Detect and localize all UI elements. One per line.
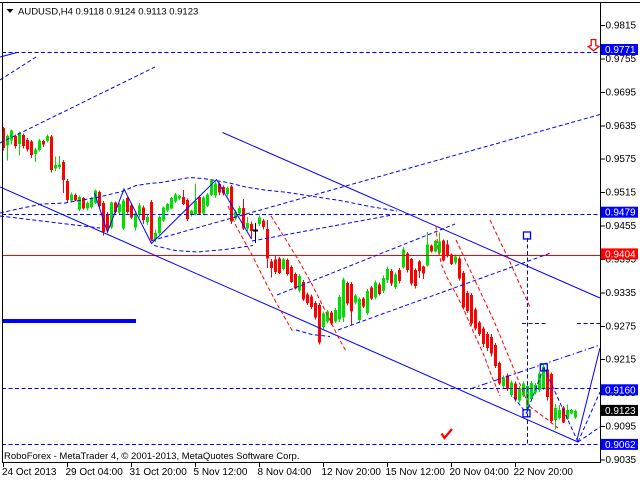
svg-text:0.9515: 0.9515 xyxy=(606,188,637,199)
svg-text:31 Oct 20:00: 31 Oct 20:00 xyxy=(130,467,188,478)
svg-text:0.9771: 0.9771 xyxy=(605,45,636,56)
svg-text:AUDUSD,H4 0.9118 0.9124 0.911: AUDUSD,H4 0.9118 0.9124 0.9113 0.9123 xyxy=(18,7,198,18)
svg-text:0.9062: 0.9062 xyxy=(605,440,636,451)
svg-text:0.9160: 0.9160 xyxy=(605,385,636,396)
svg-text:0.9635: 0.9635 xyxy=(606,121,637,132)
svg-text:0.9479: 0.9479 xyxy=(605,208,636,219)
svg-text:0.9123: 0.9123 xyxy=(605,406,636,417)
svg-text:0.9215: 0.9215 xyxy=(606,355,637,366)
svg-text:12 Nov 20:00: 12 Nov 20:00 xyxy=(322,467,382,478)
svg-text:RoboForex - MetaTrader 4, © 20: RoboForex - MetaTrader 4, © 2001-2013, M… xyxy=(4,451,299,462)
svg-text:24 Oct 2013: 24 Oct 2013 xyxy=(2,467,57,478)
svg-text:8 Nov 04:00: 8 Nov 04:00 xyxy=(258,467,312,478)
svg-text:22 Nov 20:00: 22 Nov 20:00 xyxy=(514,467,574,478)
svg-text:5 Nov 12:00: 5 Nov 12:00 xyxy=(194,467,248,478)
svg-text:0.9695: 0.9695 xyxy=(606,87,637,98)
svg-text:0.9095: 0.9095 xyxy=(606,422,637,433)
svg-text:0.9815: 0.9815 xyxy=(606,21,637,32)
svg-text:0.9755: 0.9755 xyxy=(606,54,637,65)
svg-text:0.9575: 0.9575 xyxy=(606,154,637,165)
svg-text:0.9455: 0.9455 xyxy=(606,221,637,232)
svg-text:0.9035: 0.9035 xyxy=(606,455,637,466)
svg-text:15 Nov 12:00: 15 Nov 12:00 xyxy=(386,467,446,478)
svg-text:0.9275: 0.9275 xyxy=(606,321,637,332)
svg-text:0.9335: 0.9335 xyxy=(606,288,637,299)
svg-text:0.9404: 0.9404 xyxy=(605,249,636,260)
svg-text:29 Oct 04:00: 29 Oct 04:00 xyxy=(66,467,124,478)
svg-text:0.9395: 0.9395 xyxy=(606,254,637,265)
svg-text:20 Nov 04:00: 20 Nov 04:00 xyxy=(450,467,510,478)
